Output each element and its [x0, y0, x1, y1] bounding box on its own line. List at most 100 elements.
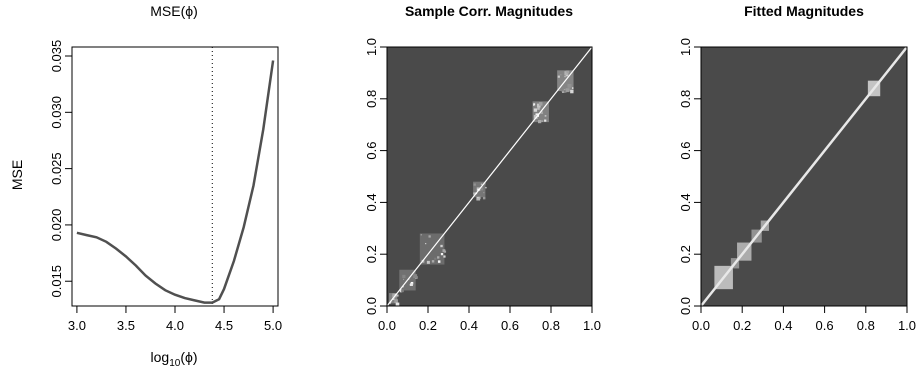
- heatmap-cell: [473, 192, 476, 195]
- mse-y-tick-label: 0.030: [49, 96, 64, 129]
- heatmap-cell: [541, 120, 544, 123]
- heatmap-cell: [431, 260, 435, 263]
- heatmap-x-tick-label: 0.2: [733, 318, 751, 333]
- heatmap-cell: [533, 108, 538, 112]
- heatmap-cell: [536, 103, 541, 108]
- heatmap-cell: [425, 243, 427, 245]
- heatmap-cell: [420, 234, 423, 236]
- heatmap-cell: [533, 104, 535, 106]
- heatmap-y-tick-label: 1.0: [364, 38, 379, 56]
- heatmap-cell: [426, 260, 430, 264]
- heatmap-cell: [434, 257, 437, 260]
- heatmap-cell: [564, 75, 566, 78]
- mse-plot-frame: [71, 46, 279, 307]
- heatmap-y-tick-label: 0.6: [678, 142, 693, 160]
- sample-corr-panel: Sample Corr. Magnitudes 0.0 0.2 0.4 0.6 0.8 1…: [364, 3, 601, 333]
- heatmap-cell: [537, 107, 540, 110]
- heatmap-cell: [572, 87, 574, 89]
- heatmap-cell: [483, 192, 485, 194]
- heatmap-cell: [538, 102, 543, 106]
- sample-corr-frame: [386, 46, 593, 307]
- mse-x-tick-label: 3.0: [68, 318, 86, 333]
- heatmap-cell: [533, 103, 536, 106]
- mse-y-tick-label: 0.020: [49, 209, 64, 242]
- mse-curve: [76, 60, 275, 304]
- fitted-panel: Fitted Magnitudes 0.0 0.2 0.4 0.6 0.8 1.0 0.0…: [678, 3, 916, 333]
- mse-x-tick-label: 5.0: [264, 318, 282, 333]
- heatmap-x-tick-label: 0.0: [692, 318, 710, 333]
- heatmap-cell: [561, 88, 564, 92]
- heatmap-x-tick-label: 0.8: [857, 318, 875, 333]
- heatmap-cell: [473, 183, 476, 186]
- heatmap-cell: [565, 88, 570, 93]
- heatmap-cell: [399, 289, 403, 293]
- heatmap-cell: [402, 274, 406, 279]
- mse-x-tick-label: 4.0: [166, 318, 184, 333]
- heatmap-cell: [395, 302, 400, 307]
- mse-y-tick-label: 0.015: [49, 265, 64, 298]
- heatmap-cell: [477, 196, 479, 199]
- heatmap-x-tick-label: 1.0: [583, 318, 601, 333]
- heatmap-cell: [442, 249, 446, 252]
- heatmap-y-tick-label: 1.0: [678, 38, 693, 56]
- heatmap-y-tick-label: 0.2: [364, 245, 379, 263]
- mse-panel: MSE(ϕ) MSE log10(ϕ) 3.0 3.5 4.0 4.5 5.0 0.01…: [9, 3, 282, 369]
- heatmap-cell: [401, 289, 404, 293]
- heatmap-cell: [485, 186, 487, 189]
- heatmap-y-tick-label: 0.6: [364, 142, 379, 160]
- heatmap-cell: [394, 299, 398, 303]
- heatmap-cell: [563, 90, 567, 93]
- heatmap-y-tick-label: 0.8: [364, 90, 379, 108]
- mse-panel-title: MSE(ϕ): [150, 3, 198, 19]
- heatmap-cell: [440, 252, 444, 256]
- heatmap-x-tick-label: 0.0: [378, 318, 396, 333]
- heatmap-y-tick-label: 0.8: [678, 90, 693, 108]
- heatmap-x-tick-label: 0.4: [774, 318, 792, 333]
- heatmap-cell: [567, 83, 572, 88]
- heatmap-x-tick-label: 0.6: [816, 318, 834, 333]
- mse-y-tick-label: 0.025: [49, 152, 64, 185]
- heatmap-cell: [544, 119, 547, 122]
- heatmap-cell: [437, 260, 441, 263]
- heatmap-cell: [560, 74, 562, 76]
- heatmap-y-tick-label: 0.0: [364, 297, 379, 315]
- heatmap-cell: [540, 111, 544, 114]
- mse-y-axis-title: MSE: [9, 160, 25, 190]
- fitted-title: Fitted Magnitudes: [744, 3, 864, 19]
- heatmap-cell: [403, 278, 405, 280]
- fitted-diagonal: [700, 46, 908, 307]
- mse-x-tick-label: 4.5: [215, 318, 233, 333]
- fitted-frame: [700, 46, 908, 307]
- heatmap-cell: [443, 255, 446, 258]
- heatmap-cell: [566, 70, 570, 74]
- heatmap-cell: [480, 183, 483, 185]
- heatmap-cell: [533, 115, 538, 119]
- mse-y-tick-label: 0.035: [49, 40, 64, 73]
- heatmap-y-tick-label: 0.0: [678, 297, 693, 315]
- heatmap-x-tick-label: 0.8: [542, 318, 560, 333]
- heatmap-cell: [437, 256, 440, 259]
- heatmap-cell: [396, 294, 399, 297]
- heatmap-cell: [570, 89, 574, 94]
- sample-corr-title: Sample Corr. Magnitudes: [405, 3, 573, 19]
- mse-x-axis-title: log10(ϕ): [151, 349, 198, 369]
- heatmap-x-tick-label: 0.2: [419, 318, 437, 333]
- heatmap-x-tick-label: 0.4: [460, 318, 478, 333]
- heatmap-cell: [557, 75, 560, 78]
- heatmap-cell: [537, 119, 542, 124]
- heatmap-cell: [410, 283, 413, 286]
- heatmap-x-tick-label: 1.0: [898, 318, 916, 333]
- heatmap-x-tick-label: 0.6: [501, 318, 519, 333]
- heatmap-y-tick-label: 0.4: [364, 193, 379, 211]
- heatmap-cell: [476, 196, 481, 201]
- sample-corr-diagonal: [386, 46, 593, 307]
- heatmap-cell: [413, 274, 418, 279]
- heatmap-y-tick-label: 0.4: [678, 193, 693, 211]
- heatmap-cell: [564, 71, 569, 76]
- heatmap-cell: [392, 293, 397, 298]
- heatmap-cell: [440, 244, 443, 248]
- mse-x-tick-label: 3.5: [117, 318, 135, 333]
- heatmap-cell: [479, 187, 484, 191]
- heatmap-y-tick-label: 0.2: [678, 245, 693, 263]
